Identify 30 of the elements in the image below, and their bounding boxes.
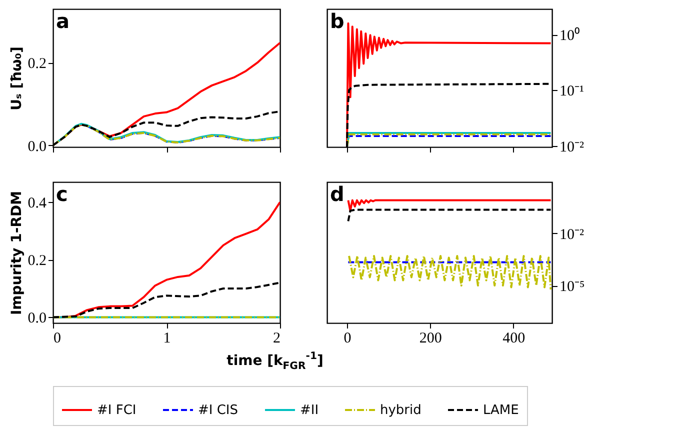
y2-tick-label: 10⁰ (560, 27, 580, 44)
x-tick-label: 2 (273, 330, 280, 346)
legend-label: hybrid (380, 403, 422, 418)
line-series (347, 199, 552, 212)
x-tick-label: 0 (344, 330, 352, 346)
x-tick-label: 400 (502, 330, 526, 346)
x-tick-label: 1 (163, 330, 171, 346)
annotation: a (56, 9, 70, 33)
annotation: d (330, 182, 344, 206)
y-tick-label: 0.0 (28, 138, 46, 155)
legend-label: #II (300, 403, 319, 418)
y2-tick-label: 10⁻¹ (560, 84, 584, 100)
y-tick-label: 0.2 (28, 253, 46, 270)
y2-tick-label: 10⁻² (560, 226, 584, 243)
x-tick-label: 200 (419, 330, 442, 346)
y2-tick-label: 10⁻² (560, 139, 584, 156)
y-axis-title: Impurity 1-RDM (8, 190, 25, 316)
y-tick-label: 0.0 (28, 310, 46, 327)
x-tick-label: 0 (54, 330, 61, 346)
legend-label: LAME (483, 403, 519, 418)
y-tick-label: 0.2 (28, 56, 46, 72)
y-axis-title: Uₛ [ħω₀] (8, 46, 25, 110)
legend-label: #I FCI (97, 403, 136, 418)
annotation: b (330, 9, 344, 33)
y-tick-label: 0.4 (28, 196, 47, 212)
line-series (348, 254, 552, 290)
line-series (86, 124, 280, 144)
annotation: c (56, 182, 68, 206)
y2-tick-label: 10⁻⁵ (560, 279, 585, 296)
legend-label: #I CIS (198, 403, 238, 418)
